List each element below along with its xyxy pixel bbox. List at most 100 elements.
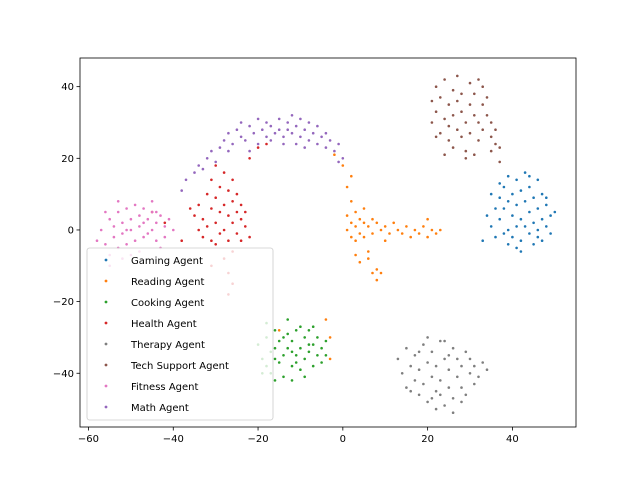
point-series-1-23 <box>383 225 387 228</box>
point-series-3-43 <box>188 207 192 210</box>
point-series-0-44 <box>498 182 502 185</box>
point-series-2-28 <box>320 346 323 350</box>
point-series-6-38 <box>95 239 99 242</box>
point-series-0-48 <box>536 235 540 239</box>
point-series-4-17 <box>439 339 442 343</box>
point-series-0-3 <box>494 235 497 239</box>
point-series-0-27 <box>528 232 531 235</box>
point-series-3-47 <box>248 235 251 239</box>
point-series-6-30 <box>172 228 175 232</box>
point-series-4-16 <box>434 364 438 368</box>
point-series-1-29 <box>409 235 413 239</box>
point-series-1-13 <box>367 225 370 228</box>
point-series-5-28 <box>477 121 480 124</box>
point-series-1-33 <box>426 235 429 239</box>
point-series-3-39 <box>265 142 268 146</box>
point-series-3-4 <box>201 217 205 221</box>
point-series-5-35 <box>489 121 493 124</box>
point-series-6-12 <box>129 217 133 221</box>
point-series-5-34 <box>489 135 493 139</box>
point-series-6-15 <box>133 239 137 242</box>
point-series-4-38 <box>426 336 429 339</box>
y-tick-label-4: 40 <box>61 82 74 93</box>
point-series-0-9 <box>506 228 510 232</box>
point-series-1-48 <box>354 253 357 257</box>
point-series-5-2 <box>434 110 438 113</box>
point-series-4-28 <box>460 364 463 368</box>
point-series-3-5 <box>205 192 209 196</box>
point-series-4-27 <box>460 386 463 389</box>
point-series-6-28 <box>163 235 167 239</box>
point-series-6-5 <box>112 235 116 239</box>
point-series-0-34 <box>540 192 544 196</box>
point-series-4-3 <box>405 386 408 389</box>
x-tick-label-3: 0 <box>340 434 346 445</box>
point-series-0-46 <box>519 250 523 253</box>
point-series-1-18 <box>375 278 379 282</box>
point-series-5-10 <box>447 124 451 128</box>
point-series-3-23 <box>231 221 234 225</box>
point-series-0-11 <box>506 243 510 246</box>
point-series-6-8 <box>121 221 124 225</box>
point-series-6-6 <box>116 210 120 214</box>
point-series-7-20 <box>261 128 264 131</box>
point-series-0-14 <box>511 235 514 239</box>
point-series-5-30 <box>481 103 485 106</box>
point-series-4-7 <box>417 393 421 397</box>
point-series-7-42 <box>324 131 328 135</box>
point-series-5-37 <box>494 142 497 146</box>
point-series-0-26 <box>528 210 531 214</box>
point-series-5-13 <box>451 146 455 149</box>
point-series-6-14 <box>133 203 137 207</box>
point-series-5-19 <box>460 92 463 96</box>
point-series-4-23 <box>451 346 455 350</box>
point-series-1-32 <box>422 225 425 228</box>
point-series-0-25 <box>528 185 531 189</box>
point-series-2-6 <box>273 329 277 332</box>
point-series-0-49 <box>545 196 548 199</box>
point-series-3-42 <box>180 239 183 242</box>
point-series-7-31 <box>294 124 298 128</box>
point-series-1-1 <box>345 228 349 232</box>
point-series-5-11 <box>451 88 455 92</box>
point-series-1-42 <box>277 329 281 332</box>
point-series-1-27 <box>400 232 404 235</box>
point-series-5-26 <box>473 92 476 96</box>
point-series-7-48 <box>248 149 251 153</box>
point-series-4-15 <box>434 389 438 393</box>
point-series-3-44 <box>214 164 217 167</box>
point-series-1-14 <box>367 257 370 260</box>
point-series-4-32 <box>468 357 472 361</box>
point-series-3-26 <box>235 232 239 235</box>
point-series-0-24 <box>523 225 527 228</box>
point-series-4-37 <box>485 368 489 372</box>
point-series-3-28 <box>239 217 243 221</box>
legend-label-0: Gaming Agent <box>131 256 203 267</box>
point-series-6-17 <box>138 225 141 228</box>
point-series-1-36 <box>434 232 438 235</box>
point-series-1-6 <box>354 225 357 228</box>
point-series-0-36 <box>540 239 544 242</box>
point-series-5-42 <box>443 153 446 156</box>
point-series-7-5 <box>205 157 209 160</box>
point-series-2-23 <box>307 329 311 332</box>
point-series-6-2 <box>108 217 111 221</box>
point-series-7-46 <box>341 157 345 160</box>
point-series-0-42 <box>481 239 485 242</box>
point-series-2-34 <box>290 379 294 382</box>
point-series-0-29 <box>532 221 535 225</box>
point-series-0-18 <box>515 246 518 250</box>
point-series-4-18 <box>439 379 442 382</box>
y-tick-label-0: −40 <box>53 369 74 380</box>
x-tick-label-5: 40 <box>506 434 519 445</box>
point-series-1-0 <box>345 214 349 217</box>
point-series-3-29 <box>239 203 243 207</box>
point-series-5-9 <box>447 103 451 106</box>
point-series-7-7 <box>214 160 217 164</box>
legend-label-6: Fitness Agent <box>131 382 198 393</box>
point-series-0-35 <box>540 217 544 221</box>
point-series-2-39 <box>324 354 328 357</box>
point-series-7-18 <box>252 131 256 135</box>
point-series-6-34 <box>150 200 154 203</box>
point-series-2-29 <box>324 339 328 343</box>
